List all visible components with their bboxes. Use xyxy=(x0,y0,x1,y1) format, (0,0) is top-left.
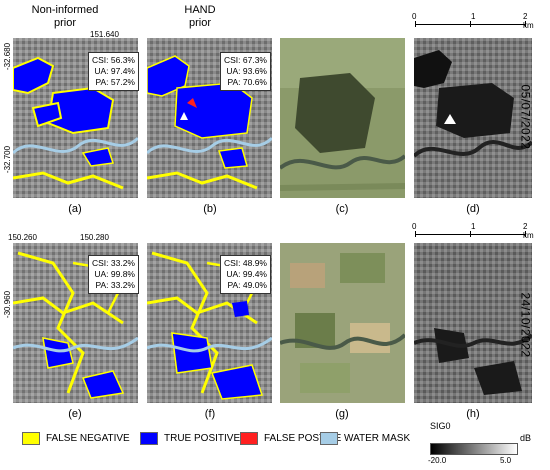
header-non-informed: Non-informed prior xyxy=(15,4,115,30)
panel-e xyxy=(13,243,138,403)
panel-c-optical xyxy=(280,38,405,198)
legend-water-mask: WATER MASK xyxy=(320,432,410,445)
header-non-informed-line2: prior xyxy=(53,17,76,29)
stats-a-csi: CSI: 56.3% xyxy=(92,55,135,65)
panel-b xyxy=(147,38,272,198)
header-non-informed-line1: Non-informed xyxy=(31,4,99,16)
colorbar-min: -20.0 xyxy=(428,456,447,465)
legend-label-true-positive: TRUE POSITIVE xyxy=(164,433,241,444)
label-g: (g) xyxy=(335,408,349,420)
legend-true-positive: TRUE POSITIVE xyxy=(140,432,240,445)
stats-f-csi: CSI: 48.9% xyxy=(224,258,267,268)
panel-g-optical xyxy=(280,243,405,403)
legend-swatch-lightblue xyxy=(320,432,338,445)
colorbar-max: 5.0 xyxy=(500,456,512,465)
stats-a: CSI: 56.3% UA: 97.4% PA: 57.2% xyxy=(88,52,139,91)
lat-label-top-2: -32.700 xyxy=(3,145,13,174)
scalebar-top-0: 0 xyxy=(412,12,417,21)
stats-e-pa: PA: 33.2% xyxy=(95,280,135,290)
stats-b-ua: UA: 93.6% xyxy=(226,66,267,76)
header-hand-line1: HAND xyxy=(184,4,216,16)
date-top: 05/07/2022 xyxy=(518,84,533,150)
scalebar-bottom-1: 1 xyxy=(471,222,476,231)
scalebar-top: 0 1 2 km xyxy=(412,12,534,30)
scalebar-bottom: 0 1 2 km xyxy=(412,222,534,240)
label-h: (h) xyxy=(466,408,480,420)
legend-swatch-red xyxy=(240,432,258,445)
label-a: (a) xyxy=(68,203,82,215)
label-e: (e) xyxy=(68,408,82,420)
scalebar-bottom-2: 2 km xyxy=(523,222,534,240)
stats-f-pa: PA: 49.0% xyxy=(227,280,267,290)
scalebar-top-1: 1 xyxy=(471,12,476,21)
lon-label-bot-1: 150.260 xyxy=(8,233,37,242)
lat-label-bot: -30.960 xyxy=(3,290,13,319)
colorbar-unit: dB xyxy=(520,433,532,443)
stats-a-ua: UA: 97.4% xyxy=(94,66,135,76)
lat-label-top-1: -32.680 xyxy=(3,42,13,71)
stats-f: CSI: 48.9% UA: 99.4% PA: 49.0% xyxy=(220,255,271,294)
date-bottom: 24/10/2022 xyxy=(518,292,533,358)
legend-swatch-yellow xyxy=(22,432,40,445)
legend-label-water-mask: WATER MASK xyxy=(344,433,411,444)
stats-e-csi: CSI: 33.2% xyxy=(92,258,135,268)
stats-b: CSI: 67.3% UA: 93.6% PA: 70.6% xyxy=(220,52,271,91)
stats-f-ua: UA: 99.4% xyxy=(226,269,267,279)
panel-h-sar xyxy=(414,243,532,403)
scalebar-top-2: 2 km xyxy=(523,12,534,30)
colorbar-title: SIG0 xyxy=(430,421,451,431)
stats-e-ua: UA: 99.8% xyxy=(94,269,135,279)
legend-swatch-blue xyxy=(140,432,158,445)
header-hand: HAND prior xyxy=(150,4,250,30)
scalebar-bottom-0: 0 xyxy=(412,222,417,231)
legend-false-positive: FALSE POSTIVE xyxy=(240,432,341,445)
label-c: (c) xyxy=(335,203,349,215)
panel-d-sar xyxy=(414,38,532,198)
label-b: (b) xyxy=(203,203,217,215)
legend-label-false-negative: FALSE NEGATIVE xyxy=(46,433,130,444)
label-f: (f) xyxy=(204,408,216,420)
stats-b-csi: CSI: 67.3% xyxy=(224,55,267,65)
stats-a-pa: PA: 57.2% xyxy=(95,77,135,87)
header-hand-line2: prior xyxy=(188,17,211,29)
legend-label-false-positive: FALSE POSTIVE xyxy=(264,433,342,444)
lon-label-top: 151.640 xyxy=(90,30,119,39)
legend-false-negative: FALSE NEGATIVE xyxy=(22,432,130,445)
label-d: (d) xyxy=(466,203,480,215)
lon-label-bot-2: 150.280 xyxy=(80,233,109,242)
stats-e: CSI: 33.2% UA: 99.8% PA: 33.2% xyxy=(88,255,139,294)
stats-b-pa: PA: 70.6% xyxy=(227,77,267,87)
colorbar-gradient xyxy=(430,443,518,455)
